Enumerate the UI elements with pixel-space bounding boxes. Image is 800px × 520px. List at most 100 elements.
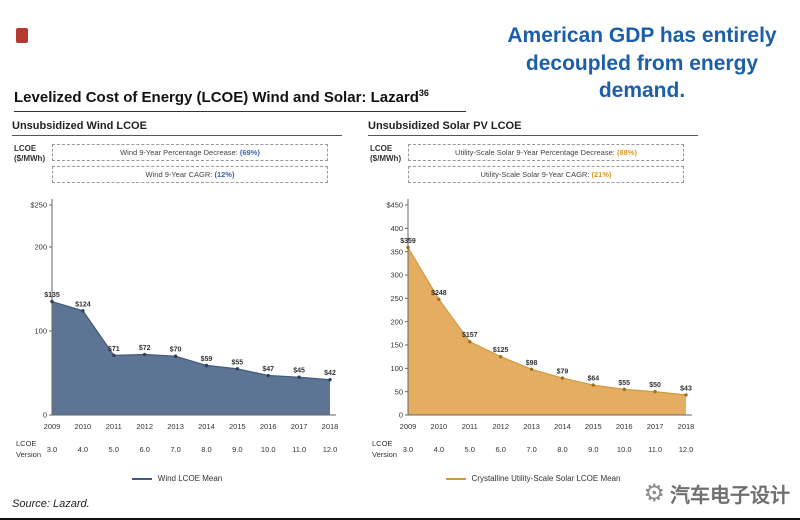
svg-text:50: 50 bbox=[395, 387, 403, 396]
svg-text:12.0: 12.0 bbox=[323, 445, 338, 454]
page-title-text: Levelized Cost of Energy (LCOE) Wind and… bbox=[14, 89, 419, 106]
svg-text:$55: $55 bbox=[618, 380, 630, 387]
publisher-logo bbox=[16, 28, 28, 43]
svg-text:10.0: 10.0 bbox=[261, 445, 276, 454]
svg-text:11.0: 11.0 bbox=[648, 445, 662, 454]
svg-text:$42: $42 bbox=[324, 370, 336, 377]
wind-chart-title: Unsubsidized Wind LCOE bbox=[12, 120, 342, 136]
svg-text:$45: $45 bbox=[293, 368, 305, 375]
svg-text:LCOE: LCOE bbox=[372, 439, 392, 448]
svg-text:3.0: 3.0 bbox=[47, 445, 57, 454]
svg-text:4.0: 4.0 bbox=[78, 445, 88, 454]
svg-text:Version: Version bbox=[16, 450, 41, 459]
svg-text:$50: $50 bbox=[649, 382, 661, 389]
svg-text:9.0: 9.0 bbox=[232, 445, 242, 454]
solar-lcoe-chart: $450 400 350 300 250 200 150 100 50 0 $359 $248 $157… bbox=[372, 199, 695, 459]
page-title: Levelized Cost of Energy (LCOE) Wind and… bbox=[14, 88, 466, 112]
svg-text:$450: $450 bbox=[386, 201, 403, 210]
wind-legend-label: Wind LCOE Mean bbox=[157, 474, 223, 483]
svg-text:$47: $47 bbox=[262, 366, 274, 373]
solar-annotation-area: LCOE ($/MWh) Utility-Scale Solar 9-Year … bbox=[368, 144, 698, 183]
svg-text:0: 0 bbox=[43, 411, 47, 420]
source-note: Source: Lazard. bbox=[12, 498, 90, 510]
svg-text:12.0: 12.0 bbox=[679, 445, 694, 454]
svg-text:2016: 2016 bbox=[616, 422, 633, 431]
charts-row: Unsubsidized Wind LCOE LCOE ($/MWh) Wind… bbox=[12, 120, 698, 483]
svg-text:$59: $59 bbox=[201, 356, 213, 363]
solar-chart-title: Unsubsidized Solar PV LCOE bbox=[368, 120, 698, 136]
svg-text:$250: $250 bbox=[30, 201, 47, 210]
svg-text:3.0: 3.0 bbox=[403, 445, 413, 454]
svg-text:8.0: 8.0 bbox=[557, 445, 567, 454]
svg-text:2014: 2014 bbox=[554, 422, 571, 431]
svg-text:11.0: 11.0 bbox=[292, 445, 306, 454]
svg-text:2018: 2018 bbox=[322, 422, 339, 431]
svg-text:$125: $125 bbox=[493, 347, 509, 354]
svg-text:2015: 2015 bbox=[229, 422, 246, 431]
svg-text:2016: 2016 bbox=[260, 422, 277, 431]
svg-text:2011: 2011 bbox=[462, 422, 478, 431]
wind-decrease-annotation: Wind 9-Year Percentage Decrease: (69%) bbox=[52, 144, 328, 161]
svg-text:100: 100 bbox=[390, 364, 403, 373]
svg-text:9.0: 9.0 bbox=[588, 445, 598, 454]
solar-cagr-annotation: Utility-Scale Solar 9-Year CAGR: (21%) bbox=[408, 166, 684, 183]
svg-text:$135: $135 bbox=[44, 292, 60, 299]
svg-text:6.0: 6.0 bbox=[495, 445, 505, 454]
svg-text:2013: 2013 bbox=[167, 422, 184, 431]
svg-text:2013: 2013 bbox=[523, 422, 540, 431]
svg-text:2014: 2014 bbox=[198, 422, 215, 431]
solar-legend-swatch bbox=[445, 477, 466, 480]
headline: American GDP has entirely decoupled from… bbox=[507, 24, 777, 103]
gear-icon: ⚙ bbox=[643, 480, 665, 507]
wind-lcoe-panel: Unsubsidized Wind LCOE LCOE ($/MWh) Wind… bbox=[12, 120, 342, 483]
svg-text:$55: $55 bbox=[231, 359, 243, 366]
svg-text:7.0: 7.0 bbox=[170, 445, 180, 454]
svg-text:5.0: 5.0 bbox=[109, 445, 119, 454]
svg-text:6.0: 6.0 bbox=[139, 445, 149, 454]
svg-text:$72: $72 bbox=[139, 345, 151, 352]
svg-text:2017: 2017 bbox=[291, 422, 308, 431]
svg-text:2015: 2015 bbox=[585, 422, 602, 431]
wind-lcoe-chart: $250 200 100 0 $135 $124 $71 $72 $70 $59 $55 $47 $45… bbox=[16, 199, 339, 459]
solar-legend-label: Crystalline Utility-Scale Solar LCOE Mea… bbox=[471, 474, 621, 483]
solar-legend: Crystalline Utility-Scale Solar LCOE Mea… bbox=[368, 474, 698, 483]
svg-text:4.0: 4.0 bbox=[434, 445, 444, 454]
svg-text:$79: $79 bbox=[557, 369, 569, 376]
svg-text:10.0: 10.0 bbox=[617, 445, 632, 454]
svg-text:350: 350 bbox=[390, 247, 403, 256]
svg-text:100: 100 bbox=[34, 327, 47, 336]
svg-text:2012: 2012 bbox=[492, 422, 509, 431]
bottom-divider bbox=[0, 518, 800, 520]
svg-text:0: 0 bbox=[399, 411, 403, 420]
svg-text:$98: $98 bbox=[526, 360, 538, 367]
solar-y-axis-label: LCOE ($/MWh) bbox=[370, 144, 402, 164]
svg-text:2017: 2017 bbox=[647, 422, 664, 431]
wind-legend-swatch bbox=[131, 477, 152, 480]
svg-text:300: 300 bbox=[390, 271, 403, 280]
svg-text:200: 200 bbox=[34, 243, 47, 252]
svg-text:2012: 2012 bbox=[136, 422, 153, 431]
svg-text:$248: $248 bbox=[431, 290, 447, 297]
svg-text:2009: 2009 bbox=[44, 422, 61, 431]
svg-text:2011: 2011 bbox=[106, 422, 122, 431]
wind-y-axis-label: LCOE ($/MWh) bbox=[14, 144, 46, 164]
wind-annotation-area: LCOE ($/MWh) Wind 9-Year Percentage Decr… bbox=[12, 144, 342, 183]
svg-text:$43: $43 bbox=[680, 385, 692, 392]
svg-text:$157: $157 bbox=[462, 332, 478, 339]
svg-text:2018: 2018 bbox=[678, 422, 695, 431]
svg-text:150: 150 bbox=[390, 341, 403, 350]
svg-text:$71: $71 bbox=[108, 346, 120, 353]
svg-text:5.0: 5.0 bbox=[465, 445, 475, 454]
svg-text:$124: $124 bbox=[75, 301, 91, 308]
svg-text:$70: $70 bbox=[170, 347, 182, 354]
svg-text:400: 400 bbox=[390, 224, 403, 233]
solar-decrease-annotation: Utility-Scale Solar 9-Year Percentage De… bbox=[408, 144, 684, 161]
svg-text:Version: Version bbox=[372, 450, 397, 459]
svg-text:$64: $64 bbox=[587, 376, 599, 383]
svg-text:2010: 2010 bbox=[431, 422, 448, 431]
svg-text:$359: $359 bbox=[400, 238, 416, 245]
page-title-footnote: 36 bbox=[418, 88, 429, 98]
wind-cagr-annotation: Wind 9-Year CAGR: (12%) bbox=[52, 166, 328, 183]
svg-text:8.0: 8.0 bbox=[201, 445, 211, 454]
solar-lcoe-panel: Unsubsidized Solar PV LCOE LCOE ($/MWh) … bbox=[368, 120, 698, 483]
